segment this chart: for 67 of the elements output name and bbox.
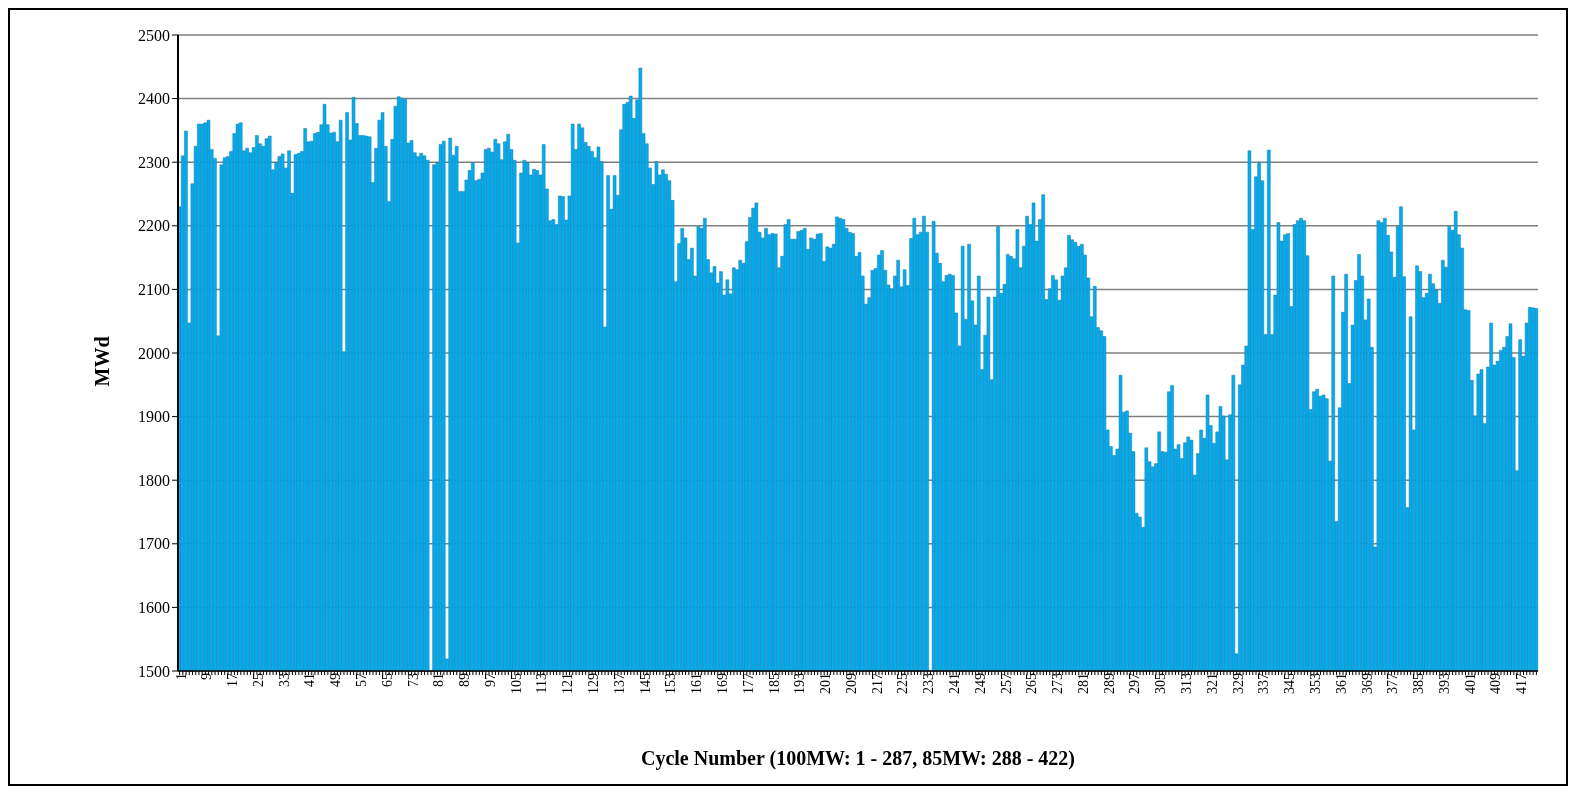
y-tick-label: 1900 bbox=[138, 408, 170, 426]
x-tick-label: 73 bbox=[405, 673, 421, 687]
x-tick-label: 241 bbox=[947, 673, 963, 694]
y-tick-label: 2000 bbox=[138, 344, 170, 362]
x-tick-label: 177 bbox=[740, 673, 756, 694]
y-tick-label: 1800 bbox=[138, 471, 170, 489]
y-tick-label: 2500 bbox=[138, 26, 170, 44]
x-tick-label: 81 bbox=[431, 673, 447, 687]
x-tick-label: 313 bbox=[1179, 673, 1195, 694]
x-tick-label: 273 bbox=[1050, 673, 1066, 694]
x-tick-label: 137 bbox=[611, 673, 627, 694]
x-tick-label: 217 bbox=[869, 673, 885, 694]
x-tick-label: 225 bbox=[895, 673, 911, 694]
y-tick-label: 1600 bbox=[138, 599, 170, 617]
x-tick-label: 321 bbox=[1204, 673, 1220, 694]
x-tick-label: 153 bbox=[663, 673, 679, 694]
x-tick-label: 409 bbox=[1488, 673, 1504, 694]
y-axis-title: MWd bbox=[90, 335, 114, 389]
x-axis-title: Cycle Number (100MW: 1 - 287, 85MW: 288 - 422) bbox=[640, 747, 1076, 770]
x-tick-label: 1 bbox=[173, 673, 189, 680]
x-tick-label: 289 bbox=[1101, 673, 1117, 694]
x-tick-label: 33 bbox=[276, 673, 292, 687]
x-tick-label: 305 bbox=[1153, 673, 1169, 694]
x-tick-label: 249 bbox=[972, 673, 988, 694]
x-tick-label: 401 bbox=[1462, 673, 1478, 694]
x-tick-label: 377 bbox=[1385, 673, 1401, 694]
x-tick-label: 129 bbox=[586, 673, 602, 694]
x-tick-label: 9 bbox=[199, 673, 215, 680]
x-tick-label: 361 bbox=[1333, 673, 1349, 694]
frame: 1 9 17 25 33 41 49 57 65 73 81 89 97 105 113 121 129 137 145 153 161 169 177 185 193 201 209 217 225 233 241 249 257 265 273 281 289 297 305 313 321 329 337 345 353 361 369 377 385 393 401 409 417 1500 1600 1700 1800 1900 2000 2100 2200 2300 2400 2500 MWd Cycle Number (100MW: 1 - 287, 85MW: 288 - 422) bbox=[8, 8, 1568, 786]
y-tick-label: 1500 bbox=[138, 662, 170, 680]
x-tick-label: 233 bbox=[921, 673, 937, 694]
x-tick-label: 265 bbox=[1024, 673, 1040, 694]
x-tick-label: 337 bbox=[1256, 673, 1272, 694]
x-tick-label: 161 bbox=[689, 673, 705, 694]
x-tick-label: 353 bbox=[1307, 673, 1323, 694]
x-tick-label: 193 bbox=[792, 673, 808, 694]
x-tick-label: 345 bbox=[1282, 673, 1298, 694]
x-tick-label: 257 bbox=[998, 673, 1014, 694]
x-tick-label: 57 bbox=[354, 673, 370, 687]
x-tick-label: 121 bbox=[560, 673, 576, 694]
x-tick-label: 65 bbox=[379, 673, 395, 687]
x-tick-label: 417 bbox=[1514, 673, 1530, 694]
x-tick-label: 17 bbox=[225, 673, 241, 687]
x-tick-label: 169 bbox=[714, 673, 730, 694]
x-tick-label: 145 bbox=[637, 673, 653, 694]
x-tick-label: 369 bbox=[1359, 673, 1375, 694]
x-tick-label: 297 bbox=[1127, 673, 1143, 694]
x-tick-label: 113 bbox=[534, 673, 550, 694]
x-tick-label: 281 bbox=[1075, 673, 1091, 694]
x-tick-label: 201 bbox=[818, 673, 834, 694]
x-tick-label: 385 bbox=[1411, 673, 1427, 694]
x-tick-label: 329 bbox=[1230, 673, 1246, 694]
x-tick-label: 209 bbox=[843, 673, 859, 694]
y-tick-label: 1700 bbox=[138, 535, 170, 553]
y-tick-label: 2400 bbox=[138, 90, 170, 108]
y-tick-label: 2200 bbox=[138, 217, 170, 235]
y-tick-label: 2100 bbox=[138, 281, 170, 299]
x-tick-label: 89 bbox=[457, 673, 473, 687]
x-tick-label: 25 bbox=[250, 673, 266, 687]
x-tick-label: 105 bbox=[508, 673, 524, 694]
y-tick-label: 2300 bbox=[138, 153, 170, 171]
x-tick-label: 185 bbox=[766, 673, 782, 694]
x-tick-label: 41 bbox=[302, 673, 318, 687]
x-tick-label: 393 bbox=[1436, 673, 1452, 694]
x-tick-label: 97 bbox=[482, 673, 498, 687]
x-tick-label: 49 bbox=[328, 673, 344, 687]
